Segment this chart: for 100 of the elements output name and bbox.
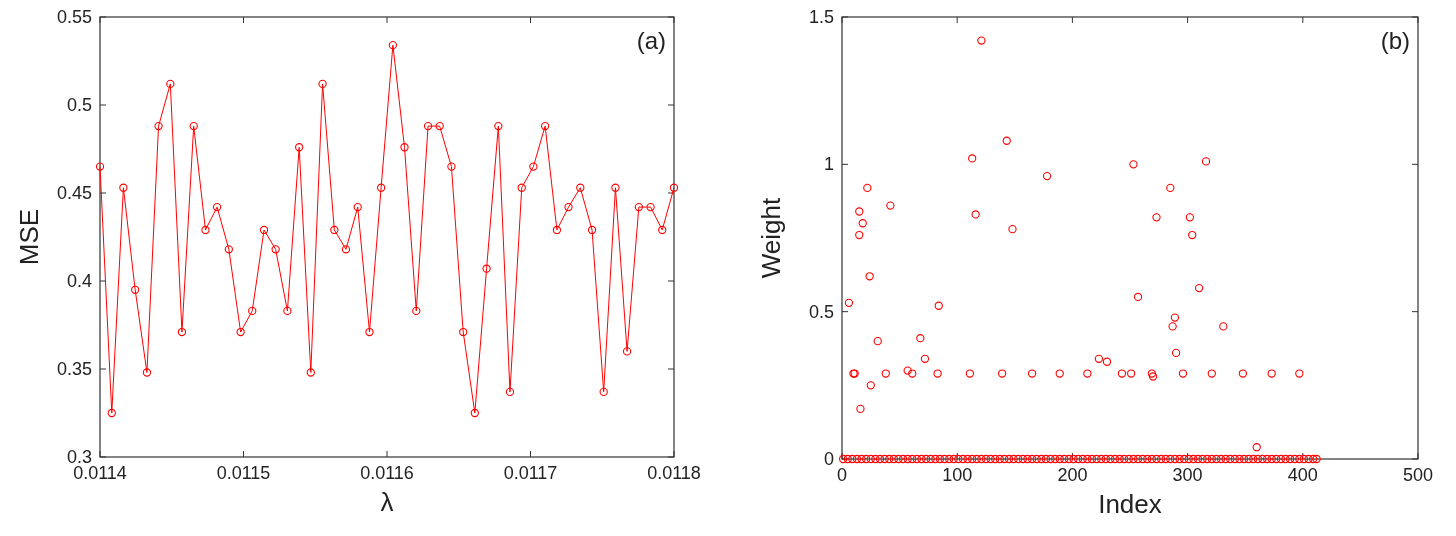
point [1295, 369, 1304, 378]
x-tick-label: 500 [1402, 465, 1434, 485]
point [224, 245, 234, 254]
point [142, 368, 152, 377]
point [540, 121, 550, 131]
y-tick-label: 1 [823, 154, 834, 175]
y-tick-label: 0.5 [808, 301, 834, 322]
x-tick-label: 100 [942, 465, 973, 485]
point [977, 36, 986, 45]
point [1094, 354, 1104, 363]
point [855, 230, 864, 240]
x-axis-title: λ [380, 487, 394, 517]
point [447, 162, 456, 171]
point [1152, 213, 1161, 222]
point [248, 306, 257, 316]
point [933, 369, 942, 378]
point [459, 327, 468, 337]
point [908, 369, 917, 378]
point [470, 408, 479, 418]
point [177, 327, 187, 337]
point [154, 121, 163, 131]
point [863, 183, 872, 193]
point [646, 202, 655, 212]
point [920, 354, 930, 363]
point [552, 225, 562, 235]
point [965, 369, 975, 378]
point [587, 225, 597, 235]
point [669, 183, 679, 192]
point [1194, 283, 1204, 293]
x-tick-label: 400 [1287, 465, 1318, 485]
x-tick-label: 300 [1172, 465, 1203, 485]
point [306, 368, 315, 377]
point [1267, 369, 1276, 378]
point [1148, 372, 1158, 381]
point [873, 336, 882, 346]
point [435, 121, 444, 131]
point [934, 301, 943, 310]
point [856, 404, 865, 414]
x-tick-label: 0.0117 [503, 463, 558, 483]
point [330, 225, 339, 235]
point [189, 121, 198, 131]
point [283, 306, 292, 316]
point [259, 225, 269, 235]
x-tick-label: 0.0118 [647, 463, 701, 483]
y-tick-label: 0.35 [56, 359, 92, 379]
point [599, 387, 608, 397]
point [1219, 322, 1228, 331]
point [844, 298, 854, 307]
y-tick-label: 0.45 [56, 183, 92, 203]
y-tick-label: 0.4 [66, 271, 92, 291]
point [107, 408, 116, 418]
point [1166, 183, 1175, 193]
x-tick-label: 200 [1057, 465, 1088, 485]
point [400, 143, 409, 152]
point [365, 327, 374, 337]
point [201, 225, 210, 235]
y-axis-title: Weight [756, 197, 786, 279]
point [482, 264, 491, 273]
point [1055, 369, 1064, 378]
point [376, 183, 386, 192]
point [997, 369, 1007, 378]
point [886, 201, 895, 210]
point [634, 202, 643, 212]
point [865, 272, 874, 281]
point [1147, 369, 1157, 378]
point [95, 162, 105, 171]
point [353, 202, 362, 212]
y-tick-label: 0.5 [66, 95, 92, 115]
point [968, 154, 977, 163]
point [622, 347, 632, 356]
point [529, 162, 538, 171]
point [494, 121, 503, 131]
x-tick-label: 0.0115 [216, 463, 271, 483]
point [1170, 313, 1180, 322]
x-axis-title: Index [1098, 489, 1162, 519]
point [576, 183, 585, 192]
point [1002, 136, 1011, 145]
point [1201, 157, 1211, 166]
point [1027, 369, 1037, 378]
point [881, 369, 890, 378]
x-tick-label: 0.0116 [360, 463, 414, 483]
point [1185, 213, 1195, 222]
point [131, 285, 140, 294]
point [1207, 369, 1216, 378]
point [423, 121, 433, 131]
point [1171, 348, 1181, 358]
point [1133, 292, 1143, 302]
point [318, 79, 327, 89]
point [212, 202, 222, 212]
point [658, 225, 667, 235]
point [1168, 322, 1177, 331]
point [1127, 369, 1136, 378]
point [903, 366, 912, 375]
annotation: (a) [636, 27, 666, 54]
point [1129, 160, 1138, 169]
point [271, 245, 280, 254]
point [1008, 225, 1017, 234]
y-tick-label: 0 [823, 449, 834, 469]
point [412, 306, 421, 316]
point [505, 387, 515, 397]
